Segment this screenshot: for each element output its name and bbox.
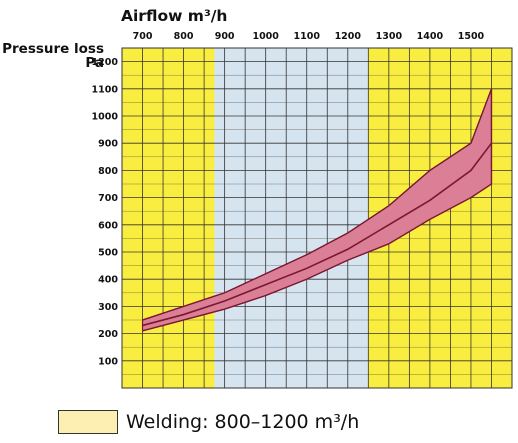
y-tick-label: 600 [98, 220, 118, 231]
x-axis-title: Airflow m³/h [121, 7, 227, 25]
y-axis-title-line2: Pa [85, 55, 104, 71]
y-tick-label: 500 [98, 248, 118, 259]
y-tick-label: 1000 [92, 112, 119, 123]
x-tick-label: 700 [133, 31, 153, 42]
y-tick-label: 800 [98, 166, 118, 177]
y-tick-label: 200 [98, 329, 118, 340]
background-layer [122, 48, 512, 388]
x-tick-label: 900 [215, 31, 235, 42]
band-layer [141, 88, 493, 332]
y-tick-label: 1100 [92, 84, 119, 95]
y-tick-label: 100 [98, 356, 118, 367]
label-layer: 700 800 900 1000 1100 1200 1300 1400 1500 100 200 3… [92, 31, 485, 367]
x-tick-label: 1500 [458, 31, 485, 42]
x-tick-label: 800 [174, 31, 194, 42]
band-upper-line [142, 88, 493, 321]
x-tick-label: 1100 [294, 31, 321, 42]
x-tick-label: 1200 [335, 31, 362, 42]
band-center-line [142, 142, 493, 327]
legend-label: Welding: 800–1200 m³/h [126, 411, 360, 433]
x-tick-label: 1400 [417, 31, 444, 42]
band-lower-line [142, 183, 492, 332]
y-tick-label: 900 [98, 139, 118, 150]
x-tick-label: 1300 [376, 31, 403, 42]
y-tick-label: 400 [98, 275, 118, 286]
plot-highlight-region [214, 48, 369, 388]
plot-border [121, 47, 513, 389]
chart: 700 800 900 1000 1100 1200 1300 1400 1500 100 200 3… [2, 7, 513, 389]
legend-swatch [58, 410, 118, 434]
y-axis-title-line1: Pressure loss [2, 41, 104, 57]
legend: Welding: 800–1200 m³/h [58, 410, 359, 434]
y-tick-label: 300 [98, 302, 118, 313]
y-tick-label: 1200 [92, 57, 119, 68]
x-tick-label: 1000 [252, 31, 279, 42]
y-tick-label: 700 [98, 193, 118, 204]
